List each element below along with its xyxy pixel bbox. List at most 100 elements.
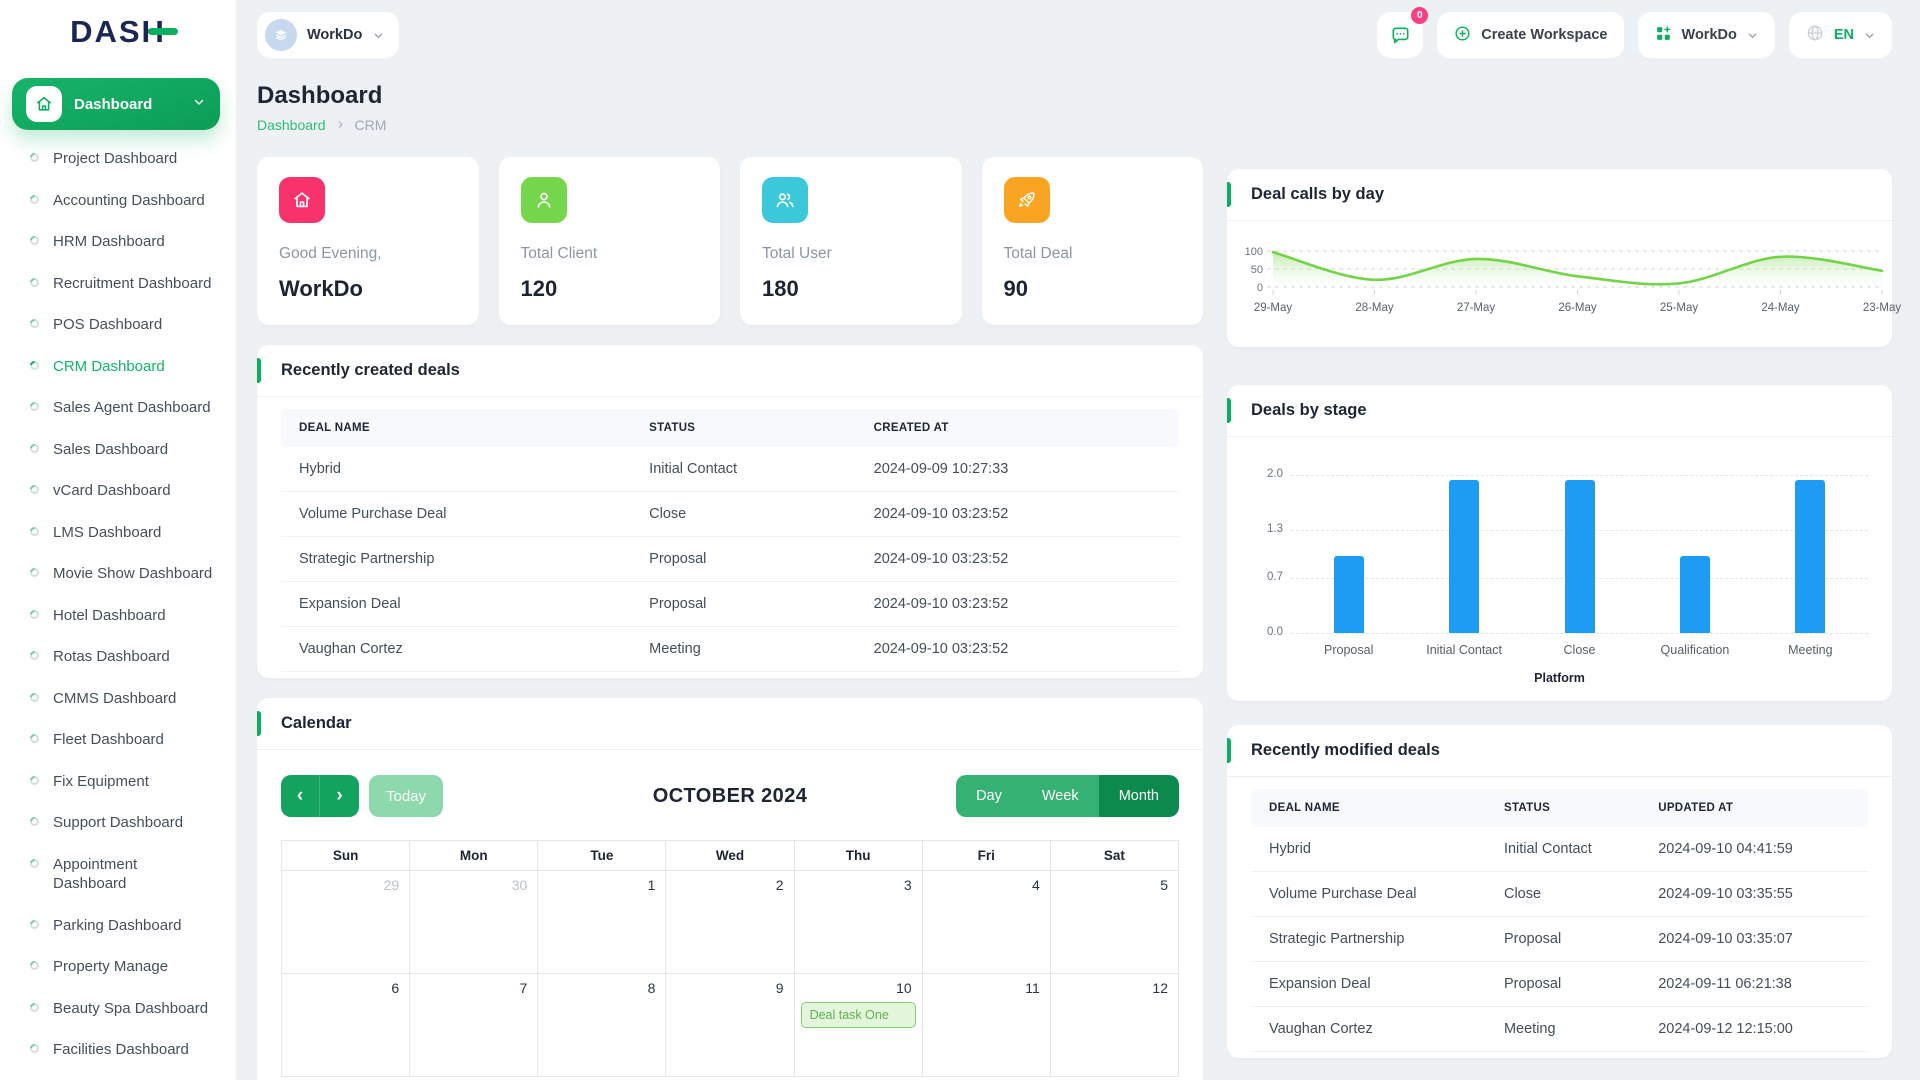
calendar-view-week[interactable]: Week <box>1021 775 1099 817</box>
stat-card-total-user: Total User 180 <box>740 157 962 325</box>
calendar-day-cell[interactable]: 29 <box>280 870 411 974</box>
sidebar-item-label: Dashboard <box>74 95 153 113</box>
calendar-day-cell[interactable]: 11 <box>921 973 1051 1077</box>
workspace-avatar <box>265 19 297 51</box>
deals-by-stage-card: Deals by stage 2.0 1.3 0.7 0.0 Proposal Init… <box>1227 385 1892 701</box>
deals-by-stage-chart: 2.0 1.3 0.7 0.0 Proposal Initial Contact Clos… <box>1227 437 1892 701</box>
sidebar-item-project-dashboard[interactable]: Project Dashboard <box>0 138 236 180</box>
sidebar-item-support-dashboard[interactable]: Support Dashboard <box>0 802 236 844</box>
bullet-icon <box>28 400 41 413</box>
messages-button[interactable]: 0 <box>1377 7 1429 58</box>
workspace-menu-button[interactable]: WorkDo <box>1637 12 1775 58</box>
day-number: 12 <box>1152 980 1168 996</box>
table-cell: Hybrid <box>1251 827 1504 872</box>
sidebar-item-sales-dashboard[interactable]: Sales Dashboard <box>0 429 236 471</box>
sidebar-item-fix-equipment[interactable]: Fix Equipment <box>0 761 236 803</box>
sidebar-item-parking-dashboard[interactable]: Parking Dashboard <box>0 905 236 947</box>
table-cell: Proposal <box>649 581 874 627</box>
bullet-icon <box>28 649 41 662</box>
bullet-icon <box>28 1042 41 1055</box>
day-header: Sun <box>280 840 411 871</box>
breadcrumb-root-link[interactable]: Dashboard <box>257 117 326 133</box>
calendar-day-cell[interactable]: 1 <box>537 870 667 974</box>
sidebar-item-fleet-dashboard[interactable]: Fleet Dashboard <box>0 719 236 761</box>
calendar-event[interactable]: Deal task One <box>800 1002 916 1028</box>
calendar-day-cell[interactable]: 10 Deal task One <box>793 973 923 1077</box>
page-title: Dashboard <box>257 82 383 109</box>
sidebar-item-dashboard[interactable]: Dashboard <box>12 78 220 130</box>
x-tick-label: Meeting <box>1788 643 1833 657</box>
day-number: 9 <box>775 980 784 996</box>
svg-text:27-May: 27-May <box>1457 302 1496 314</box>
calendar-day-cell[interactable]: 12 <box>1049 973 1180 1077</box>
language-label: EN <box>1833 27 1854 43</box>
chevron-right-icon <box>335 117 346 133</box>
calendar-day-cell[interactable]: 30 <box>409 870 539 974</box>
bar-initial-contact <box>1449 480 1480 633</box>
gridline: 2.0 <box>1267 468 1868 480</box>
table-cell: 2024-09-10 03:23:52 <box>873 626 1179 672</box>
table-row: Expansion Deal Proposal 2024-09-11 06:21:3… <box>1251 961 1868 1007</box>
column-header: STATUS <box>1503 789 1659 827</box>
language-button[interactable]: EN <box>1788 12 1892 58</box>
column-header: DEAL NAME <box>1251 789 1504 827</box>
calendar-day-cell[interactable]: 9 <box>665 973 795 1077</box>
calendar-card: Calendar ‹ › Today OCTOBER 2024 Day Week M… <box>257 698 1203 1080</box>
main: WorkDo 0 Create Workspace <box>236 0 1920 1080</box>
calendar-body: ‹ › Today OCTOBER 2024 Day Week Month Sun M… <box>257 750 1203 1080</box>
sidebar-item-vcard-dashboard[interactable]: vCard Dashboard <box>0 470 236 512</box>
recently-created-deals-table: DEAL NAME STATUS CREATED AT Hybrid Initial C… <box>257 397 1203 678</box>
create-workspace-button[interactable]: Create Workspace <box>1437 12 1624 58</box>
sidebar-item-hotel-dashboard[interactable]: Hotel Dashboard <box>0 595 236 637</box>
table-cell: Proposal <box>1503 961 1659 1007</box>
table-cell: Close <box>1503 871 1659 917</box>
sidebar-item-label: Appointment Dashboard <box>53 855 138 893</box>
sidebar-item-crm-dashboard[interactable]: CRM Dashboard <box>0 346 236 388</box>
recently-created-deals-card: Recently created deals DEAL NAME STATUS CR… <box>257 345 1203 678</box>
home-icon <box>279 177 325 223</box>
calendar-today-button[interactable]: Today <box>369 775 444 817</box>
sidebar-item-label: LMS Dashboard <box>53 523 162 541</box>
sidebar-item-cmms-dashboard[interactable]: CMMS Dashboard <box>0 678 236 720</box>
day-number: 7 <box>519 980 528 996</box>
calendar-day-cell[interactable]: 2 <box>665 870 795 974</box>
sidebar-item-recruitment-dashboard[interactable]: Recruitment Dashboard <box>0 263 236 305</box>
day-header: Wed <box>665 840 795 871</box>
sidebar-item-appointment-dashboard[interactable]: Appointment Dashboard <box>0 844 236 905</box>
svg-text:50: 50 <box>1251 264 1263 276</box>
sidebar-item-rotas-dashboard[interactable]: Rotas Dashboard <box>0 636 236 678</box>
calendar-day-cell[interactable]: 8 <box>537 973 667 1077</box>
calendar-day-cell[interactable]: 3 <box>793 870 923 974</box>
table-cell: Expansion Deal <box>1251 961 1504 1007</box>
calendar-day-cell[interactable]: 4 <box>921 870 1051 974</box>
table-cell: Volume Purchase Deal <box>1251 871 1504 917</box>
sidebar-item-pos-dashboard[interactable]: POS Dashboard <box>0 304 236 346</box>
table-row: Hybrid Initial Contact 2024-09-09 10:27:33 <box>281 447 1179 492</box>
svg-text:23-May: 23-May <box>1863 302 1902 314</box>
bullet-icon <box>28 275 41 289</box>
calendar-prev-button[interactable]: ‹ <box>281 775 320 817</box>
sidebar-item-facilities-dashboard[interactable]: Facilities Dashboard <box>0 1029 236 1071</box>
sidebar-item-sales-agent-dashboard[interactable]: Sales Agent Dashboard <box>0 387 236 429</box>
sidebar-item-label: Project Dashboard <box>53 150 178 167</box>
bar-qualification <box>1679 556 1710 633</box>
calendar-day-cell[interactable]: 7 <box>409 973 539 1077</box>
sidebar-item-accounting-dashboard[interactable]: Accounting Dashboard <box>0 180 236 222</box>
table-row: Expansion Deal Proposal 2024-09-10 03:23:5… <box>281 581 1179 627</box>
sidebar-item-beauty-spa-dashboard[interactable]: Beauty Spa Dashboard <box>0 988 236 1030</box>
sidebar-item-movie-show-dashboard[interactable]: Movie Show Dashboard <box>0 553 236 595</box>
calendar-day-cell[interactable]: 6 <box>280 973 411 1077</box>
sidebar-item-property-manage[interactable]: Property Manage <box>0 946 236 988</box>
workspace-chip[interactable]: WorkDo <box>257 12 400 58</box>
svg-text:26-May: 26-May <box>1558 302 1597 314</box>
table-cell: 2024-09-09 10:27:33 <box>873 447 1179 492</box>
bullet-icon <box>28 151 41 164</box>
calendar-next-button[interactable]: › <box>320 775 359 817</box>
sidebar-item-lms-dashboard[interactable]: LMS Dashboard <box>0 512 236 554</box>
y-tick-label: 2.0 <box>1267 468 1283 480</box>
calendar-view-day[interactable]: Day <box>956 775 1022 817</box>
calendar-weeks: 29 30 1 2 3 4 5 6 7 8 9 10 Deal task One 11 12 <box>280 870 1180 1077</box>
calendar-day-cell[interactable]: 5 <box>1049 870 1180 974</box>
calendar-view-month[interactable]: Month <box>1098 775 1179 817</box>
sidebar-item-hrm-dashboard[interactable]: HRM Dashboard <box>0 221 236 263</box>
